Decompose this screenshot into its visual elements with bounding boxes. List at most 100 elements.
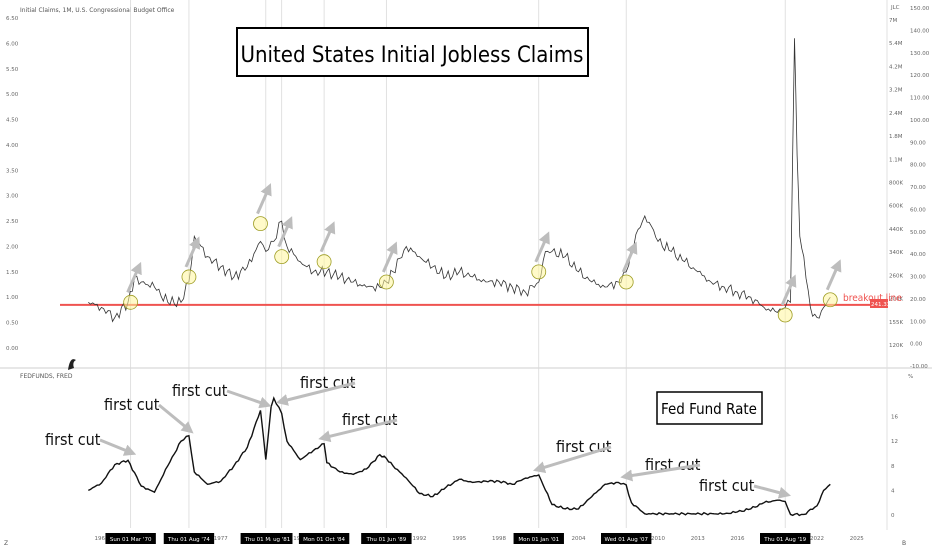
- up-arrow: [621, 241, 638, 273]
- date-marker-badge: [760, 533, 811, 544]
- cut-circle: [181, 269, 197, 285]
- right-axis-secondary-tick: 120.00: [910, 73, 930, 79]
- right-axis-secondary-tick: 30.00: [910, 275, 926, 281]
- fed-axis: 16 12 8 4 0: [891, 415, 898, 519]
- first-cut-label: first cut: [172, 381, 228, 400]
- left-axis-tick: 0.00: [6, 346, 19, 352]
- right-axis-tick: 155K: [889, 320, 903, 326]
- up-arrow: [382, 241, 398, 273]
- x-axis-tick: 2004: [572, 536, 586, 542]
- right-axis-tick: 340K: [889, 250, 903, 256]
- up-arrow: [184, 236, 201, 268]
- right-axis-secondary-tick: 20.00: [910, 297, 926, 303]
- right-axis-tick: 440K: [889, 227, 903, 233]
- x-axis-tick: 2022: [810, 536, 824, 542]
- x-axis-tick: 1992: [413, 536, 427, 542]
- right-axis-tick: 5.4M: [889, 41, 903, 47]
- right-axis-tick: 260K: [889, 273, 903, 279]
- left-axis-tick: 3.50: [6, 168, 19, 174]
- cut-circle: [777, 307, 793, 323]
- first-cut-label: first cut: [556, 437, 612, 456]
- date-marker-badge: [361, 533, 412, 544]
- left-axis-tick: 4.50: [6, 118, 19, 124]
- right-axis-tick: 2.4M: [889, 111, 903, 117]
- date-marker-badge: [240, 533, 291, 544]
- left-axis-tick: 2.50: [6, 219, 19, 225]
- date-marker-label: Sun 01 Mar '70: [110, 537, 152, 543]
- date-marker-label: Thu 01 Aug '74: [167, 537, 210, 543]
- left-axis: 6.50 6.00 5.50 5.00 4.50 4.00 3.50 3.00 2.50 2.00…: [6, 16, 19, 352]
- first-cut-arrow: [226, 389, 272, 409]
- lower-series-title: FEDFUNDS, FRED: [20, 373, 73, 380]
- up-arrow: [277, 216, 293, 248]
- date-marker-label: Mon 01 Oct '84: [303, 537, 345, 543]
- left-axis-tick: 2.00: [6, 244, 19, 250]
- fed-axis-tick: 12: [891, 439, 898, 445]
- cut-circles: [123, 216, 838, 323]
- cut-circle: [378, 274, 394, 290]
- bottom-left-label[interactable]: Z: [4, 540, 8, 547]
- right-axis-secondary-tick: 10.00: [910, 319, 926, 325]
- cut-circle: [618, 274, 634, 290]
- left-axis-tick: 5.00: [6, 92, 19, 98]
- up-arrow: [256, 183, 272, 215]
- bottom-right-label[interactable]: B: [902, 540, 906, 547]
- right-axis-tick: 1.8M: [889, 134, 903, 140]
- first-cut-arrow: [533, 445, 612, 474]
- right-axis-secondary-tick: 40.00: [910, 252, 926, 258]
- fed-axis-tick: 16: [891, 415, 898, 421]
- main-title-box: [236, 27, 589, 77]
- cut-circle: [123, 294, 139, 310]
- up-arrow: [126, 261, 142, 293]
- x-axis-tick: 1998: [492, 536, 506, 542]
- left-axis-tick: 0.50: [6, 321, 19, 327]
- top-series-title: Initial Claims, 1M, U.S. Congressional B…: [20, 7, 175, 14]
- first-cut-label: first cut: [45, 430, 101, 449]
- right-axis-secondary-tick: -10.00: [910, 364, 928, 370]
- date-marker-badge: [601, 533, 652, 544]
- left-axis-tick: 4.00: [6, 143, 19, 149]
- first-cut-arrow: [275, 381, 356, 406]
- right-axis-secondary-tick: 130.00: [910, 51, 930, 57]
- lower-right-symbol: %: [908, 374, 913, 380]
- fed-axis-tick: 4: [891, 488, 895, 494]
- claims-series: [88, 38, 831, 323]
- right-axis-secondary-tick: 60.00: [910, 207, 926, 213]
- right-axis-tick: 3.2M: [889, 88, 903, 94]
- date-marker-label: Thu 01 Jun '89: [366, 537, 407, 543]
- right-axis-tick: 1.1M: [889, 157, 903, 163]
- fed-axis-tick: 0: [891, 513, 895, 519]
- right-axis: 7M 5.4M 4.2M 3.2M 2.4M 1.8M 1.1M 800K 600K 440K 34…: [889, 18, 903, 349]
- right-axis-secondary-tick: 110.00: [910, 96, 930, 102]
- up-arrow: [825, 259, 842, 291]
- x-axis-tick: 2010: [651, 536, 665, 542]
- first-cut-label: first cut: [104, 395, 160, 414]
- first-cut-arrow: [753, 484, 792, 499]
- x-axis-tick: 2013: [691, 536, 705, 542]
- up-arrow: [319, 221, 336, 253]
- x-axis-tick: 2016: [731, 536, 745, 542]
- left-axis-tick: 1.50: [6, 270, 19, 276]
- tradingview-logo-icon: [68, 359, 76, 370]
- first-cut-arrow: [620, 463, 701, 482]
- first-cut-label: first cut: [699, 476, 755, 495]
- date-marker-badge: [298, 533, 350, 544]
- date-marker-label: Thu 01 May '80: [244, 537, 288, 543]
- x-axis-tick: 2025: [850, 536, 864, 542]
- fed-axis-tick: 8: [891, 464, 895, 470]
- date-marker-label: Mon 01 Jan '01: [518, 537, 559, 543]
- date-marker-badge: [105, 533, 156, 544]
- date-marker-label: ug '81: [273, 537, 290, 543]
- breakout-price-badge: [870, 299, 888, 308]
- cut-circle: [822, 292, 838, 308]
- fed-title: Fed Fund Rate: [661, 400, 757, 418]
- first-cut-arrow: [99, 438, 137, 456]
- right-axis-tick: 120K: [889, 343, 903, 349]
- x-axis-tick: 1968: [95, 536, 109, 542]
- date-marker-badge: [270, 533, 293, 544]
- first-cut-arrow: [318, 418, 398, 443]
- right-axis-tick: 600K: [889, 204, 903, 210]
- right-axis-secondary: 150.00 140.00 130.00 120.00 110.00 100.00 90.0…: [910, 6, 930, 370]
- left-axis-tick: 6.00: [6, 41, 19, 47]
